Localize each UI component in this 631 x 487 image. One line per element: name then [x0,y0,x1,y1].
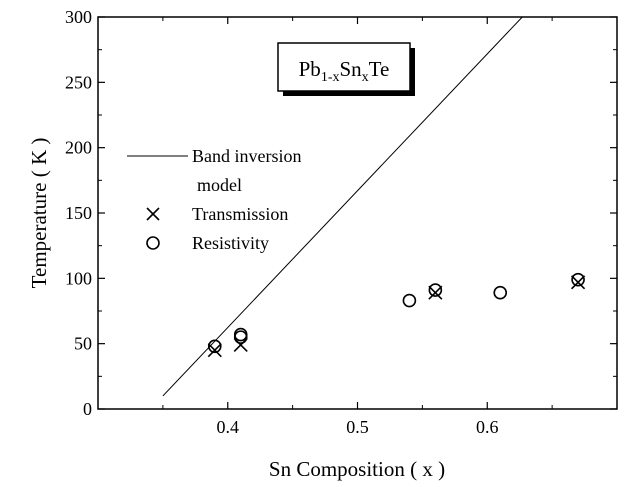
legend-circle-label: Resistivity [192,233,269,253]
resistivity-point [428,283,443,297]
y-tick-label: 150 [65,203,92,223]
legend-line-label-2: model [197,175,242,195]
formula-sub-x: x [362,70,369,85]
resistivity-point [402,293,417,308]
resistivity-point [207,339,222,354]
x-tick-label: 0.4 [217,417,240,437]
legend-cross-label: Transmission [192,204,288,224]
data-marks [207,272,586,358]
tick-labels: 0 50 100 150 200 250 300 0.4 0.5 0.6 [65,7,499,437]
formula-sub-1-x: 1-x [321,70,340,85]
formula-label: Pb1-xSnxTe [299,57,390,85]
y-tick-label: 250 [65,72,92,92]
x-axis-title: Sn Composition ( x ) [269,457,445,481]
legend-cross-marker [146,207,160,221]
legend-circle-marker [146,236,160,250]
transmission-point [207,343,222,358]
y-tick-label: 300 [65,7,92,27]
x-tick-label: 0.5 [346,417,369,437]
y-tick-label: 50 [74,334,92,354]
legend: Band inversion model Transmission Resist… [127,146,302,253]
transmission-point-stroke [207,343,222,358]
y-tick-label: 100 [65,268,92,288]
formula-box: Pb1-xSnxTe [277,42,415,96]
transmission-point [571,275,586,290]
ticks [98,16,617,410]
resistivity-point [571,272,585,287]
transmission-point [428,285,443,300]
y-axis-title: Temperature ( K ) [27,138,51,289]
formula-te: Te [369,57,390,81]
formula-sn: Sn [339,57,362,81]
formula-box-frame [277,42,411,92]
y-tick-label: 0 [83,399,92,419]
resistivity-point [233,327,248,342]
formula-pb: Pb [299,57,321,81]
transmission-point-stroke [428,285,443,300]
x-tick-label: 0.6 [476,417,499,437]
transmission-point-stroke [571,275,586,290]
resistivity-point [493,285,508,300]
y-tick-label: 200 [65,138,92,158]
band-inversion-line [162,16,523,397]
legend-line-label-1: Band inversion [192,146,302,166]
resistivity-point [233,330,248,344]
